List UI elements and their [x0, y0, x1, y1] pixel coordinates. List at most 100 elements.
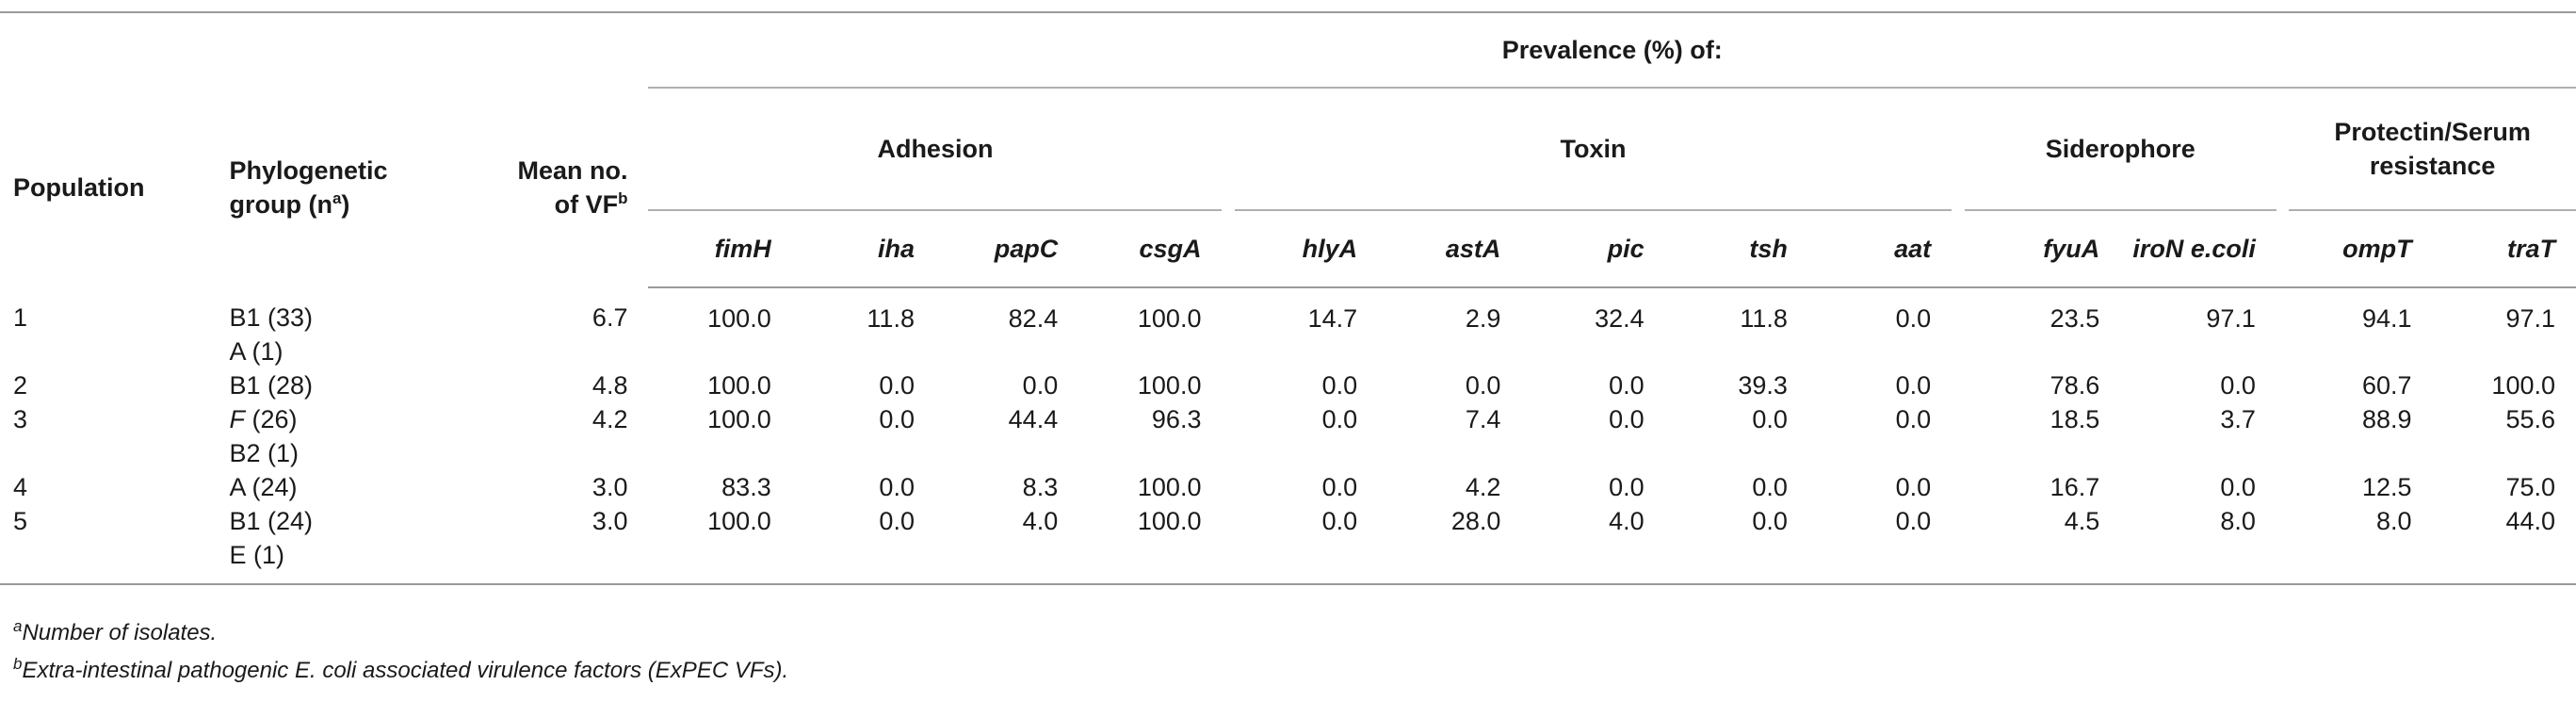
table-row: 1 B1 (33) A (1) 6.7 100.0 11.8 82.4 100.0 14.7 2.… [0, 287, 2576, 368]
prevalence-cell: 0.0 [2220, 473, 2256, 501]
prevalence-cell: 0.0 [879, 371, 915, 400]
mean-vf-cell: 6.7 [591, 303, 628, 332]
prevalence-cell: 32.4 [1595, 304, 1644, 333]
prevalence-cell: 0.0 [1664, 504, 1808, 585]
table-row: 5 B1 (24) E (1) 3.0 100.0 0.0 4.0 100.0 0.0 28.0 4… [0, 504, 2576, 585]
prevalence-cell: 8.3 [1022, 473, 1059, 501]
phylogenetic-group-entry: B1 (24) [229, 507, 314, 535]
gene-header: fyuA [1964, 210, 2121, 288]
prevalence-cell: 44.4 [1008, 405, 1059, 433]
prevalence-cell: 75.0 [2505, 473, 2555, 501]
phylogenetic-group-entry: F (26) [229, 405, 298, 433]
prevalence-cell: 4.0 [1521, 504, 1665, 585]
prevalence-cell: 78.6 [2049, 371, 2100, 400]
gene-header: ompT [2289, 210, 2433, 288]
gene-header: hlyA [1234, 210, 1379, 288]
phylogenetic-group-entry: B1 (33) [229, 303, 314, 332]
gene-header: traT [2432, 210, 2576, 288]
gene-header: aat [1807, 210, 1952, 288]
prevalence-cell: 3.7 [2220, 405, 2256, 433]
table-row: 4 A (24) 3.0 83.3 0.0 8.3 100.0 0.0 4.2 0.0 0.0 0.0… [0, 470, 2576, 504]
prevalence-cell: 0.0 [1895, 304, 1932, 333]
population-cell: 4 [13, 473, 28, 501]
phylogenetic-group-entry: B2 (1) [229, 439, 300, 467]
prevalence-cell: 4.0 [934, 504, 1079, 585]
table-row: 2 B1 (28) 4.8 100.0 0.0 0.0 100.0 0.0 0.0 0.0 39.3… [0, 368, 2576, 402]
prevalence-cell: 44.0 [2432, 504, 2576, 585]
prevalence-cell: 0.0 [1234, 504, 1379, 585]
gene-header: pic [1521, 210, 1665, 288]
phylogenetic-group-entry: A (24) [229, 473, 298, 501]
prevalence-cell: 4.2 [1465, 473, 1501, 501]
population-cell: 5 [0, 504, 217, 585]
toxin-group-header: Toxin [1234, 88, 1952, 211]
prevalence-cell: 100.0 [1137, 304, 1202, 333]
footnote-b: bExtra-intestinal pathogenic E. coli ass… [13, 655, 789, 683]
prevalence-cell: 82.4 [1008, 304, 1059, 333]
prevalence-cell: 12.5 [2362, 473, 2412, 501]
prevalence-cell: 0.0 [1609, 371, 1644, 400]
siderophore-group-header: Siderophore [1964, 88, 2276, 211]
prevalence-cell: 11.8 [1740, 304, 1788, 333]
prevalence-cell: 7.4 [1465, 405, 1501, 433]
footnote-a: aNumber of isolates. [13, 617, 218, 645]
prevalence-cell: 0.0 [791, 504, 935, 585]
population-cell: 2 [13, 371, 28, 400]
phylogenetic-group-cell: B1 (28) [216, 368, 484, 402]
prevalence-cell: 23.5 [2049, 304, 2100, 333]
gene-header: fimH [648, 210, 792, 288]
prevalence-cell: 0.0 [2220, 371, 2256, 400]
population-cell: 1 [13, 303, 28, 332]
prevalence-cell: 14.7 [1307, 304, 1358, 333]
phylogenetic-group-cell: A (24) [216, 470, 484, 504]
prevalence-cell: 28.0 [1378, 504, 1522, 585]
prevalence-cell: 0.0 [1321, 405, 1358, 433]
mean-vf-header: Mean no. of VFb [517, 156, 628, 219]
prevalence-cell: 0.0 [1022, 371, 1059, 400]
population-cell: 3 [13, 405, 28, 433]
prevalence-cell: 100.0 [707, 405, 771, 433]
prevalence-cell: 100.0 [648, 504, 792, 585]
prevalence-cell: 100.0 [1078, 504, 1223, 585]
phylogenetic-group-entry: E (1) [229, 541, 284, 569]
prevalence-cell: 0.0 [1752, 473, 1788, 501]
prevalence-cell: 2.9 [1465, 304, 1501, 333]
prevalence-cell: 4.5 [1964, 504, 2121, 585]
prevalence-cell: 0.0 [1895, 473, 1932, 501]
prevalence-cell: 0.0 [1465, 371, 1501, 400]
phylogenetic-group-entry: A (1) [229, 337, 284, 366]
phylogenetic-group-entry: B1 (28) [229, 371, 314, 400]
adhesion-group-header: Adhesion [648, 88, 1223, 211]
prevalence-cell: 39.3 [1738, 371, 1788, 400]
phylogenetic-group-cell: F (26) B2 (1) [216, 402, 484, 470]
mean-vf-cell: 3.0 [484, 504, 649, 585]
gene-header: iroN e.coli [2120, 210, 2276, 288]
prevalence-cell: 0.0 [1321, 371, 1358, 400]
mean-vf-cell: 4.8 [591, 371, 628, 400]
prevalence-cell: 8.0 [2289, 504, 2433, 585]
prevalence-cell: 0.0 [1752, 405, 1788, 433]
phylogenetic-group-cell: B1 (24) E (1) [216, 504, 485, 585]
table-row: 3 F (26) B2 (1) 4.2 100.0 0.0 44.4 96.3 0.0 7.4 0.… [0, 402, 2576, 470]
prevalence-cell: 88.9 [2362, 405, 2412, 433]
gene-header: csgA [1078, 210, 1223, 288]
phylogenetic-group-cell: B1 (33) A (1) [216, 287, 484, 368]
prevalence-cell: 100.0 [1137, 473, 1202, 501]
prevalence-cell: 100.0 [707, 371, 771, 400]
population-header: Population [13, 172, 145, 202]
prevalence-cell: 18.5 [2049, 405, 2100, 433]
prevalence-cell: 0.0 [1895, 405, 1932, 433]
prevalence-cell: 0.0 [879, 405, 915, 433]
prevalence-header: Prevalence (%) of: [648, 11, 2576, 89]
prevalence-cell: 16.7 [2049, 473, 2100, 501]
prevalence-cell: 0.0 [1895, 371, 1932, 400]
prevalence-cell: 96.3 [1151, 405, 1202, 433]
gene-header: iha [791, 210, 935, 288]
prevalence-cell: 0.0 [879, 473, 915, 501]
prevalence-cell: 0.0 [1609, 473, 1644, 501]
prevalence-cell: 100.0 [2491, 371, 2555, 400]
mean-vf-cell: 4.2 [591, 405, 628, 433]
prevalence-cell: 55.6 [2505, 405, 2555, 433]
prevalence-cell: 0.0 [1807, 504, 1952, 585]
mean-vf-cell: 3.0 [591, 473, 628, 501]
